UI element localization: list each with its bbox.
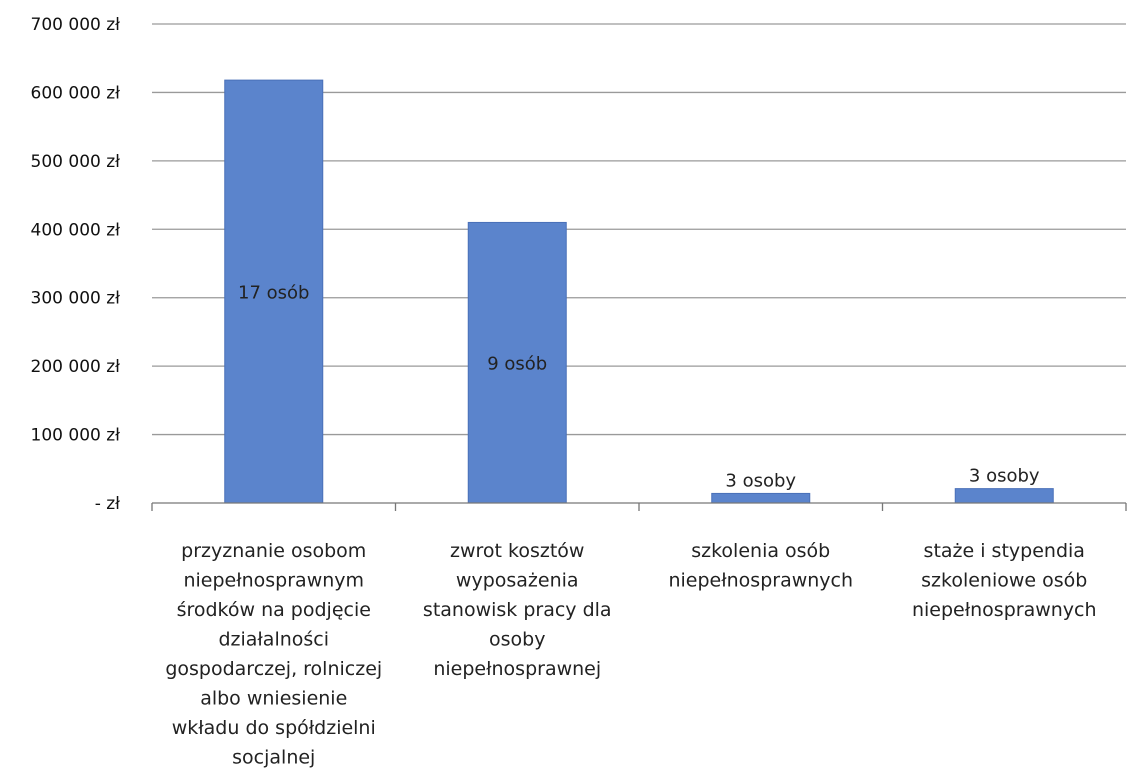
data-label: 3 osoby — [725, 470, 796, 491]
category-label-line: socjalnej — [232, 747, 315, 769]
category-label-line: niepełnosprawnych — [668, 570, 853, 592]
category-label-line: osoby — [489, 629, 545, 651]
y-tick-label: - zł — [95, 494, 120, 514]
y-tick-label: 200 000 zł — [31, 357, 121, 377]
data-label: 17 osób — [238, 283, 309, 304]
data-label: 3 osoby — [969, 466, 1040, 487]
y-tick-label: 100 000 zł — [31, 426, 121, 446]
bar — [711, 492, 811, 504]
data-labels: 17 osób 9 osób 3 osoby 3 osoby — [238, 283, 1040, 492]
category-label-line: przyznanie osobom — [181, 540, 366, 562]
category-label-line: gospodarczej, rolniczej — [165, 658, 382, 680]
data-label: 9 osób — [487, 354, 547, 375]
category-label-line: niepełnosprawnych — [912, 599, 1097, 621]
category-label-line: wkładu do spółdzielni — [172, 717, 376, 739]
y-tick-label: 700 000 zł — [31, 15, 121, 35]
category-label-line: działalności — [218, 629, 329, 651]
x-axis — [151, 502, 1127, 511]
category-label-line: staże i stypendia — [924, 540, 1085, 562]
category-label-line: zwrot kosztów — [450, 540, 584, 562]
category-label-line: niepełnosprawnej — [433, 658, 601, 680]
bars — [224, 79, 1054, 504]
category-labels: przyznanie osobom niepełnosprawnym środków… — [165, 540, 1096, 769]
y-tick-label: 400 000 zł — [31, 220, 121, 240]
y-axis-tick-labels: - zł 100 000 zł 200 000 zł 300 000 zł 400 00… — [31, 15, 121, 514]
category-label-line: szkoleniowe osób — [921, 570, 1087, 592]
category-label-line: środków na podjęcie — [177, 599, 371, 621]
category-label-line: niepełnosprawnym — [183, 570, 364, 592]
category-label-line: szkolenia osób — [691, 540, 830, 562]
category-label-line: albo wniesienie — [200, 688, 347, 710]
category-label-line: wyposażenia — [456, 570, 579, 592]
bar — [954, 488, 1054, 504]
y-tick-label: 600 000 zł — [31, 83, 121, 103]
bar — [467, 221, 567, 504]
category-label-line: stanowisk pracy dla — [423, 599, 612, 621]
y-tick-label: 500 000 zł — [31, 152, 121, 172]
y-tick-label: 300 000 zł — [31, 289, 121, 309]
